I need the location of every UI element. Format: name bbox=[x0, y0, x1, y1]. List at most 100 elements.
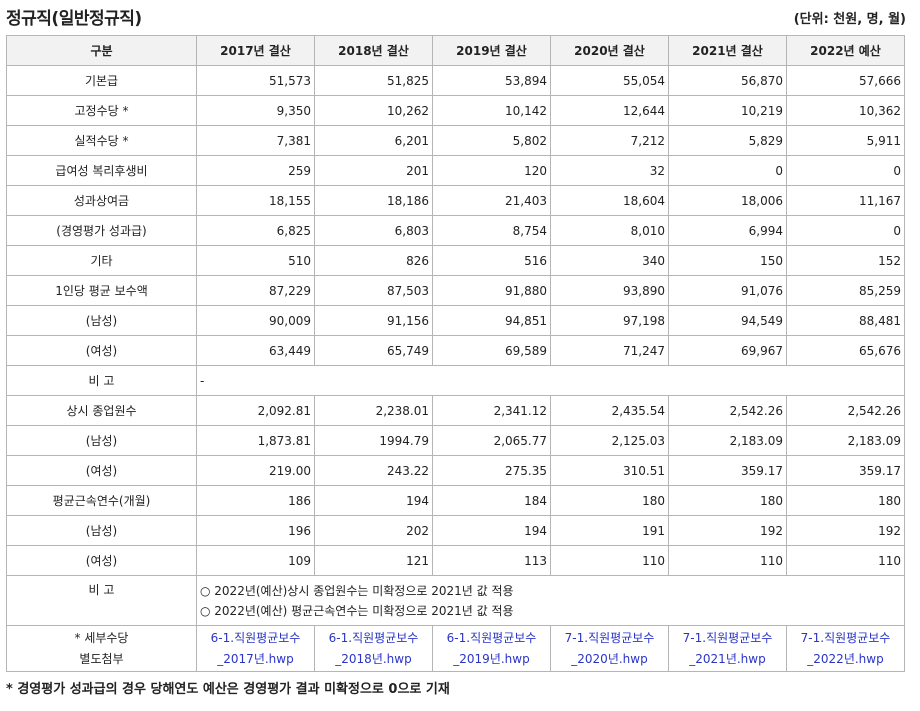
employee-rows: 상시 종업원수 2,092.81 2,238.01 2,341.12 2,435.54 2… bbox=[6, 395, 905, 576]
value-cell: 1,873.81 bbox=[196, 425, 315, 456]
header-cell: 구분 bbox=[6, 35, 197, 66]
value-cell: 94,851 bbox=[432, 305, 551, 336]
value-cell: 2,435.54 bbox=[550, 395, 669, 426]
value-cell: 7,381 bbox=[196, 125, 315, 156]
value-cell: 340 bbox=[550, 245, 669, 276]
value-cell: 202 bbox=[314, 515, 433, 546]
value-cell: 5,829 bbox=[668, 125, 787, 156]
remark-label: 비 고 bbox=[6, 365, 197, 396]
value-cell: 69,589 bbox=[432, 335, 551, 366]
value-cell: 87,503 bbox=[314, 275, 433, 306]
value-cell: 57,666 bbox=[786, 65, 905, 96]
value-cell: 2,238.01 bbox=[314, 395, 433, 426]
value-cell: 63,449 bbox=[196, 335, 315, 366]
attachment-link-text: _2021년.hwp bbox=[689, 651, 766, 666]
value-cell: 120 bbox=[432, 155, 551, 186]
row-label: (여성) bbox=[6, 455, 197, 486]
attachment-cell: 7-1.직원평균보수 _2022년.hwp bbox=[786, 625, 905, 672]
attachment-link-text: _2020년.hwp bbox=[571, 651, 648, 666]
salary-rows: 기본급 51,573 51,825 53,894 55,054 56,870 57,666 고… bbox=[6, 65, 905, 366]
table-row: (경영평가 성과급) 6,825 6,803 8,754 8,010 6,994 0 bbox=[6, 215, 905, 246]
value-cell: 11,167 bbox=[786, 185, 905, 216]
value-cell: 275.35 bbox=[432, 455, 551, 486]
attachment-link-2022[interactable]: 7-1.직원평균보수 _2022년.hwp bbox=[790, 628, 901, 670]
value-cell: 310.51 bbox=[550, 455, 669, 486]
value-cell: 2,341.12 bbox=[432, 395, 551, 426]
table-row: 상시 종업원수 2,092.81 2,238.01 2,341.12 2,435.54 2… bbox=[6, 395, 905, 426]
row-label: 급여성 복리후생비 bbox=[6, 155, 197, 186]
remark-notes: ○ 2022년(예산)상시 종업원수는 미확정으로 2021년 값 적용 ○ 2… bbox=[196, 575, 905, 626]
value-cell: 12,644 bbox=[550, 95, 669, 126]
attachment-cell: 6-1.직원평균보수 _2018년.hwp bbox=[314, 625, 433, 672]
attachment-link-text: _2017년.hwp bbox=[217, 651, 294, 666]
value-cell: 88,481 bbox=[786, 305, 905, 336]
value-cell: 110 bbox=[668, 545, 787, 576]
value-cell: 21,403 bbox=[432, 185, 551, 216]
value-cell: 359.17 bbox=[786, 455, 905, 486]
value-cell: 56,870 bbox=[668, 65, 787, 96]
value-cell: 65,676 bbox=[786, 335, 905, 366]
attachment-link-text: _2022년.hwp bbox=[807, 651, 884, 666]
value-cell: 6,201 bbox=[314, 125, 433, 156]
value-cell: 186 bbox=[196, 485, 315, 516]
attachment-link-text: 7-1.직원평균보수 bbox=[564, 630, 655, 645]
attachment-link-2017[interactable]: 6-1.직원평균보수 _2017년.hwp bbox=[200, 628, 311, 670]
value-cell: 6,825 bbox=[196, 215, 315, 246]
value-cell: 201 bbox=[314, 155, 433, 186]
value-cell: 5,911 bbox=[786, 125, 905, 156]
value-cell: 180 bbox=[550, 485, 669, 516]
attachment-label-line: * 세부수당 bbox=[74, 630, 129, 645]
value-cell: 2,125.03 bbox=[550, 425, 669, 456]
value-cell: 219.00 bbox=[196, 455, 315, 486]
compensation-table: 구분 2017년 결산 2018년 결산 2019년 결산 2020년 결산 2… bbox=[6, 35, 905, 672]
value-cell: 196 bbox=[196, 515, 315, 546]
row-label: 고정수당 * bbox=[6, 95, 197, 126]
attachment-cell: 7-1.직원평균보수 _2021년.hwp bbox=[668, 625, 787, 672]
table-row: 급여성 복리후생비 259 201 120 32 0 0 bbox=[6, 155, 905, 186]
value-cell: 6,803 bbox=[314, 215, 433, 246]
value-cell: 2,542.26 bbox=[786, 395, 905, 426]
table-row: (남성) 196 202 194 191 192 192 bbox=[6, 515, 905, 546]
value-cell: 359.17 bbox=[668, 455, 787, 486]
attachment-link-text: 6-1.직원평균보수 bbox=[328, 630, 419, 645]
table-row: 기본급 51,573 51,825 53,894 55,054 56,870 57,666 bbox=[6, 65, 905, 96]
row-label: 상시 종업원수 bbox=[6, 395, 197, 426]
value-cell: 91,156 bbox=[314, 305, 433, 336]
value-cell: 18,155 bbox=[196, 185, 315, 216]
table-row: 1인당 평균 보수액 87,229 87,503 91,880 93,890 91,076… bbox=[6, 275, 905, 306]
value-cell: 10,262 bbox=[314, 95, 433, 126]
table-row: 기타 510 826 516 340 150 152 bbox=[6, 245, 905, 276]
row-label: (여성) bbox=[6, 335, 197, 366]
attachment-link-text: 7-1.직원평균보수 bbox=[682, 630, 773, 645]
table-row: (남성) 90,009 91,156 94,851 97,198 94,549 88,481 bbox=[6, 305, 905, 336]
value-cell: 510 bbox=[196, 245, 315, 276]
value-cell: 180 bbox=[786, 485, 905, 516]
value-cell: 32 bbox=[550, 155, 669, 186]
attachment-link-2018[interactable]: 6-1.직원평균보수 _2018년.hwp bbox=[318, 628, 429, 670]
row-label: 실적수당 * bbox=[6, 125, 197, 156]
value-cell: 150 bbox=[668, 245, 787, 276]
attachment-link-2021[interactable]: 7-1.직원평균보수 _2021년.hwp bbox=[672, 628, 783, 670]
attachment-link-text: _2018년.hwp bbox=[335, 651, 412, 666]
remark-note-line: ○ 2022년(예산)상시 종업원수는 미확정으로 2021년 값 적용 bbox=[200, 583, 514, 598]
row-label: 평균근속연수(개월) bbox=[6, 485, 197, 516]
value-cell: 65,749 bbox=[314, 335, 433, 366]
remark-text: - bbox=[196, 365, 905, 396]
value-cell: 8,010 bbox=[550, 215, 669, 246]
attachment-label: * 세부수당 별도첨부 bbox=[6, 625, 197, 672]
attachment-link-2019[interactable]: 6-1.직원평균보수 _2019년.hwp bbox=[436, 628, 547, 670]
attachment-cell: 7-1.직원평균보수 _2020년.hwp bbox=[550, 625, 669, 672]
page-title: 정규직(일반정규직) bbox=[6, 9, 142, 29]
attachment-row: * 세부수당 별도첨부 6-1.직원평균보수 _2017년.hwp 6-1.직원평… bbox=[6, 625, 905, 672]
row-label: (남성) bbox=[6, 515, 197, 546]
header-cell: 2021년 결산 bbox=[668, 35, 787, 66]
value-cell: 191 bbox=[550, 515, 669, 546]
attachment-link-2020[interactable]: 7-1.직원평균보수 _2020년.hwp bbox=[554, 628, 665, 670]
value-cell: 180 bbox=[668, 485, 787, 516]
value-cell: 69,967 bbox=[668, 335, 787, 366]
value-cell: 53,894 bbox=[432, 65, 551, 96]
table-row: 평균근속연수(개월) 186 194 184 180 180 180 bbox=[6, 485, 905, 516]
value-cell: 0 bbox=[668, 155, 787, 186]
attachment-label-line: 별도첨부 bbox=[79, 651, 124, 666]
value-cell: 18,186 bbox=[314, 185, 433, 216]
